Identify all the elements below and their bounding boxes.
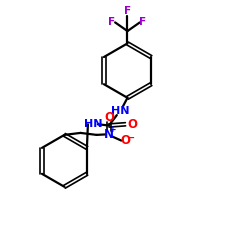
Text: O: O [104, 110, 114, 124]
Text: −: − [127, 132, 135, 142]
Text: HN: HN [84, 119, 102, 129]
Text: N: N [104, 128, 114, 141]
Text: F: F [124, 6, 131, 16]
Text: HN: HN [111, 106, 129, 116]
Text: O: O [121, 134, 131, 147]
Text: F: F [140, 17, 146, 27]
Text: F: F [108, 17, 116, 27]
Text: O: O [127, 118, 137, 131]
Text: +: + [109, 126, 117, 134]
